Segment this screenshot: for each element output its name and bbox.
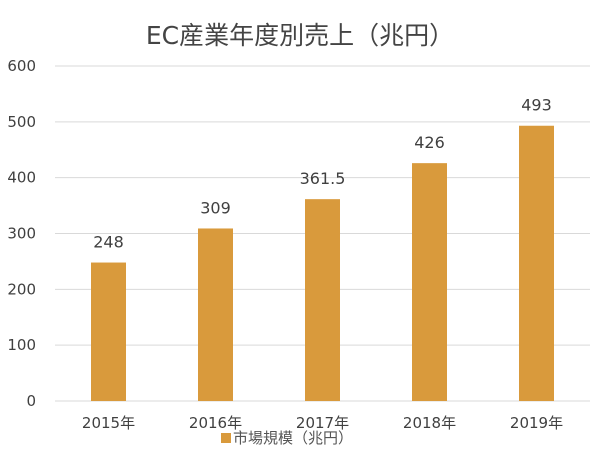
data-label: 248 bbox=[93, 233, 124, 252]
y-tick-label: 600 bbox=[7, 57, 36, 75]
x-tick-label: 2016年 bbox=[189, 414, 242, 432]
chart-title: EC産業年度別売上（兆円） bbox=[146, 21, 454, 50]
data-label: 361.5 bbox=[300, 169, 346, 188]
y-tick-label: 100 bbox=[7, 336, 36, 354]
x-axis-ticks: 2015年 2016年 2017年 2018年 2019年 bbox=[82, 414, 563, 432]
y-tick-label: 300 bbox=[7, 225, 36, 243]
y-tick-label: 0 bbox=[26, 392, 36, 410]
legend: 市場規模（兆円） bbox=[221, 429, 353, 447]
x-tick-label: 2018年 bbox=[403, 414, 456, 432]
data-label: 309 bbox=[200, 198, 231, 217]
bars bbox=[91, 125, 554, 401]
y-axis-ticks: 0 100 200 300 400 500 600 bbox=[7, 57, 36, 410]
y-tick-label: 500 bbox=[7, 113, 36, 131]
data-label: 493 bbox=[521, 96, 552, 115]
data-label: 426 bbox=[414, 133, 445, 152]
data-labels: 248 309 361.5 426 493 bbox=[93, 96, 552, 252]
x-tick-label: 2019年 bbox=[510, 414, 563, 432]
y-tick-label: 400 bbox=[7, 169, 36, 187]
bar bbox=[412, 163, 447, 401]
x-tick-label: 2017年 bbox=[296, 414, 349, 432]
legend-label: 市場規模（兆円） bbox=[233, 429, 353, 447]
bar bbox=[198, 228, 233, 401]
legend-swatch bbox=[221, 433, 231, 443]
bar bbox=[91, 262, 126, 401]
bar bbox=[305, 199, 340, 401]
bar bbox=[519, 125, 554, 401]
x-tick-label: 2015年 bbox=[82, 414, 135, 432]
y-tick-label: 200 bbox=[7, 280, 36, 298]
